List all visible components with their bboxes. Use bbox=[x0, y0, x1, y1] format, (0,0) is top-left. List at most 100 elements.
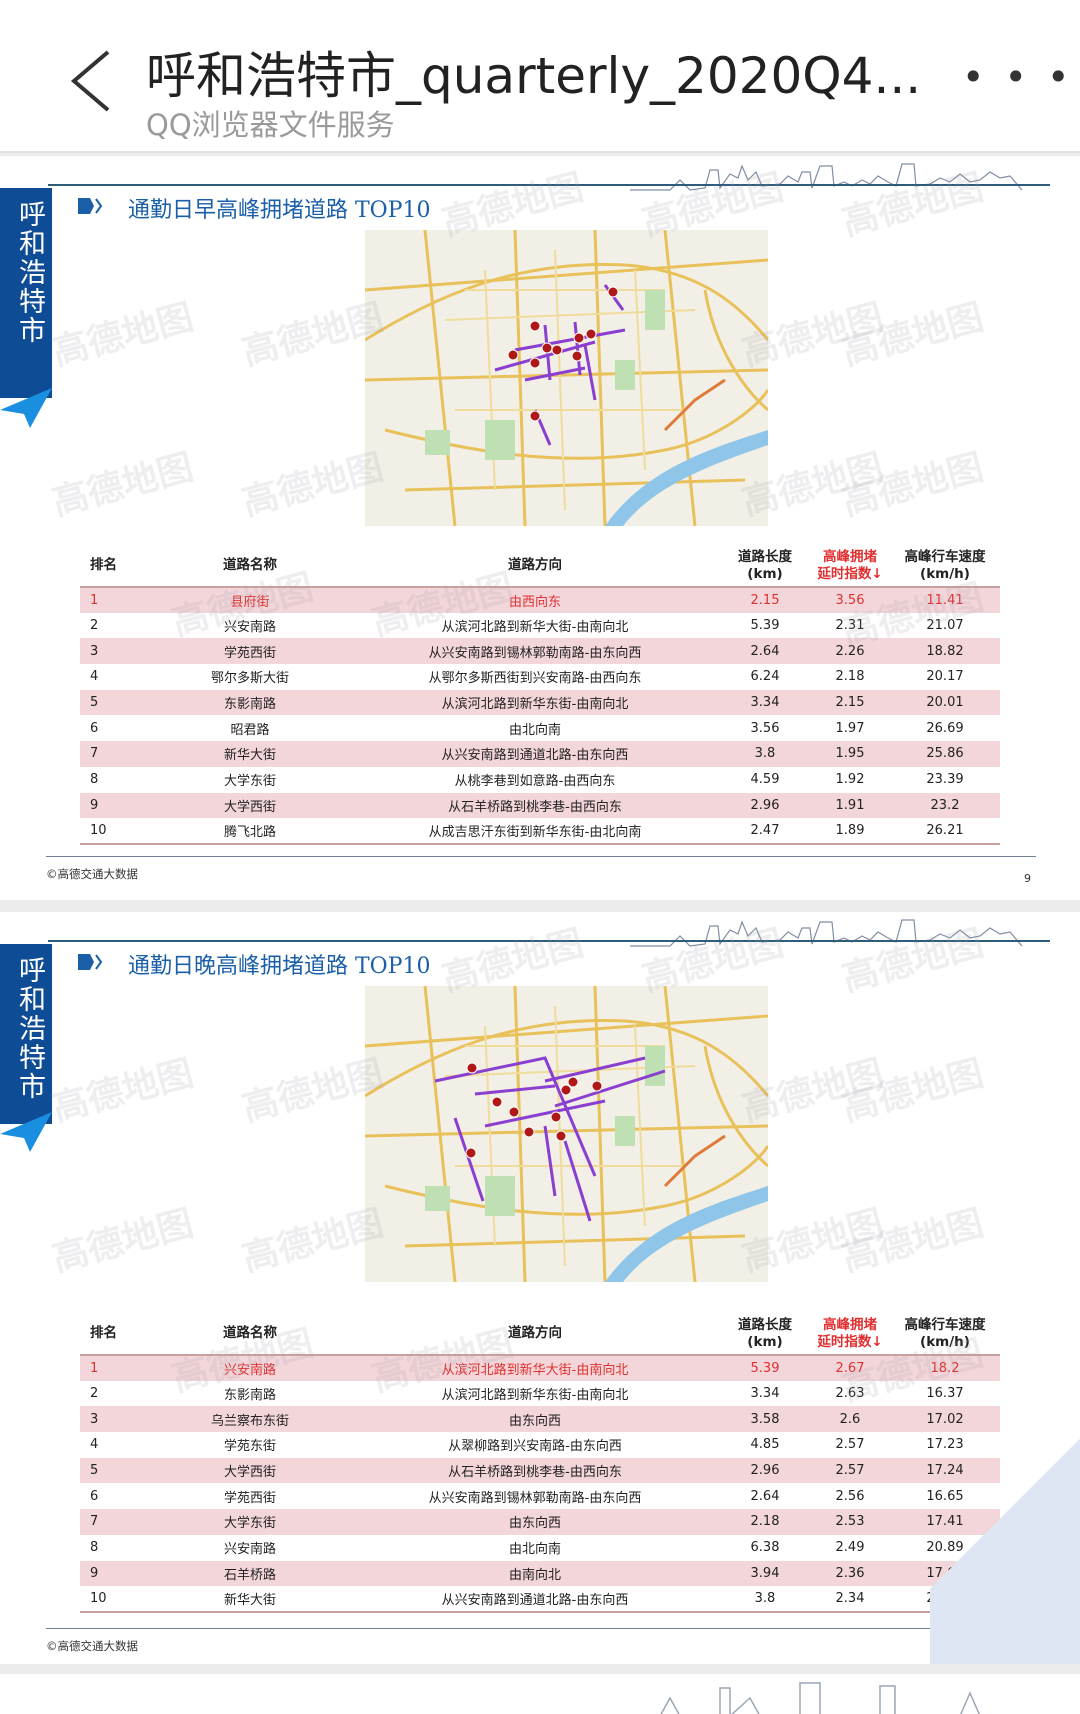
road-name-cell: 新华大街 bbox=[150, 741, 350, 767]
road-name-cell: 东影南路 bbox=[150, 689, 350, 716]
speed-cell: 26.21 bbox=[890, 818, 1000, 845]
column-header: 高峰拥堵 延时指数↓ bbox=[810, 545, 890, 588]
direction-cell: 从鄂尔多斯西街到兴安南路-由西向东 bbox=[428, 671, 642, 687]
congestion-map[interactable] bbox=[364, 985, 770, 1283]
road-name-cell: 学苑东街 bbox=[223, 1439, 276, 1455]
congested-route bbox=[514, 328, 626, 352]
corner-decoration bbox=[930, 1364, 1080, 1664]
speed-cell: 21.07 bbox=[926, 618, 964, 634]
map-highway bbox=[663, 1134, 726, 1188]
skyline-decoration bbox=[630, 919, 1023, 947]
page-number: 9 bbox=[1024, 872, 1031, 885]
congested-route bbox=[603, 284, 625, 311]
length-cell: 2.18 bbox=[720, 1509, 810, 1535]
city-label: 呼和浩特市 bbox=[14, 956, 45, 1101]
copyright-text: ©高德交通大数据 bbox=[46, 867, 138, 881]
map-road bbox=[364, 1014, 769, 1048]
rank-cell: 1 bbox=[80, 587, 150, 613]
direction-cell: 从兴安南路到锡林郭勒南路-由东向西 bbox=[428, 1490, 642, 1506]
length-cell: 3.34 bbox=[750, 1386, 780, 1402]
map-park bbox=[485, 1176, 515, 1216]
slide-page-9: 呼和浩特市 通勤日早高峰拥堵道路 TOP10 排名 道路名称 道路方向 道路长度 (k… bbox=[0, 156, 1080, 900]
column-header: 高峰行车速度 (km/h) bbox=[890, 1313, 1000, 1356]
map-road bbox=[593, 229, 607, 527]
column-header: 道路名称 bbox=[150, 545, 350, 588]
delay-index-cell: 1.92 bbox=[835, 772, 865, 788]
direction-cell: 从滨河北路到新华东街-由南向北 bbox=[350, 689, 720, 716]
watermark: 高德地图 bbox=[838, 1202, 988, 1280]
arrow-bullet-icon bbox=[78, 954, 103, 970]
delay-index-cell: 1.89 bbox=[810, 818, 890, 845]
direction-cell: 由北向南 bbox=[508, 722, 561, 738]
road-name-cell: 鄂尔多斯大街 bbox=[210, 671, 289, 687]
road-name-cell: 学苑西街 bbox=[223, 1490, 276, 1506]
map-street bbox=[634, 1025, 646, 1227]
rank-cell: 8 bbox=[90, 772, 99, 788]
congestion-map[interactable] bbox=[364, 229, 770, 527]
delay-index-cell: 2.53 bbox=[810, 1509, 890, 1535]
city-sidebar-tab: 呼和浩特市 bbox=[0, 188, 52, 398]
rank-cell: 10 bbox=[80, 1586, 150, 1613]
rank-cell: 9 bbox=[80, 1560, 150, 1587]
rank-marker-4 bbox=[551, 344, 563, 356]
city-sidebar-tab: 呼和浩特市 bbox=[0, 944, 52, 1124]
rank-cell: 5 bbox=[80, 1457, 150, 1484]
column-header: 排名 bbox=[80, 545, 150, 588]
road-name-cell: 兴安南路 bbox=[150, 1355, 350, 1381]
table-row: 4 鄂尔多斯大街 从鄂尔多斯西街到兴安南路-由西向东 6.24 2.18 20.17 bbox=[80, 664, 1000, 690]
direction-cell: 由东向西 bbox=[350, 1509, 720, 1535]
rank-marker-7 bbox=[523, 1126, 535, 1138]
rank-marker-2 bbox=[529, 320, 541, 332]
rank-cell: 10 bbox=[80, 818, 150, 845]
footer-rule bbox=[46, 856, 1036, 857]
length-cell: 3.34 bbox=[720, 689, 810, 716]
rank-cell: 4 bbox=[90, 1437, 99, 1453]
rank-cell: 2 bbox=[90, 618, 99, 634]
header-rule bbox=[48, 184, 1050, 186]
length-cell: 4.85 bbox=[750, 1437, 780, 1453]
watermark: 高德地图 bbox=[48, 446, 198, 524]
direction-cell: 从滨河北路到新华大街-由南向北 bbox=[441, 620, 629, 636]
chevron-left-icon[interactable] bbox=[68, 48, 114, 114]
map-road bbox=[593, 985, 607, 1283]
delay-index-cell: 2.34 bbox=[810, 1586, 890, 1613]
rank-cell: 2 bbox=[90, 1386, 99, 1402]
map-park bbox=[645, 290, 665, 330]
delay-index-cell: 2.57 bbox=[835, 1437, 865, 1453]
road-name-cell: 东影南路 bbox=[223, 1388, 276, 1404]
slide-page-10: 呼和浩特市 通勤日晚高峰拥堵道路 TOP10 排名 道路名称 道路方向 道路长度 (k… bbox=[0, 912, 1080, 1664]
road-name-cell: 腾飞北路 bbox=[150, 818, 350, 845]
column-header: 排名 bbox=[80, 1313, 150, 1356]
app-header: 呼和浩特市_quarterly_2020Q4... QQ浏览器文件服务 • • … bbox=[0, 0, 1080, 153]
rank-cell: 5 bbox=[80, 689, 150, 716]
direction-cell: 从兴安南路到通道北路-由东向西 bbox=[350, 1586, 720, 1613]
map-road bbox=[364, 368, 769, 382]
rank-cell: 6 bbox=[90, 720, 99, 736]
direction-cell: 由西向东 bbox=[350, 587, 720, 613]
section-title: 通勤日晚高峰拥堵道路 TOP10 bbox=[128, 954, 431, 979]
map-road bbox=[404, 1234, 746, 1248]
delay-index-cell: 2.36 bbox=[810, 1560, 890, 1587]
skyline-decoration bbox=[630, 163, 1023, 191]
rank-marker-8 bbox=[585, 328, 597, 340]
header-rule bbox=[48, 940, 1050, 942]
congested-route bbox=[453, 1117, 485, 1202]
rank-cell: 3 bbox=[80, 638, 150, 665]
table-row: 3 学苑西街 从兴安南路到锡林郭勒南路-由东向西 2.64 2.26 18.82 bbox=[80, 638, 1000, 665]
more-dots-icon[interactable]: • • • bbox=[962, 55, 1074, 99]
delay-index-cell: 2.26 bbox=[810, 638, 890, 665]
congested-route bbox=[573, 321, 582, 376]
road-name-cell: 石羊桥路 bbox=[150, 1560, 350, 1587]
speed-cell: 18.82 bbox=[890, 638, 1000, 665]
length-cell: 2.64 bbox=[750, 1488, 780, 1504]
length-cell: 6.24 bbox=[750, 669, 780, 685]
rank-marker-5 bbox=[529, 357, 541, 369]
speed-cell: 20.17 bbox=[926, 669, 964, 685]
direction-cell: 由东向西 bbox=[350, 1406, 720, 1433]
delay-index-cell: 2.6 bbox=[810, 1406, 890, 1433]
rank-cell: 7 bbox=[80, 1509, 150, 1535]
congested-route bbox=[474, 1084, 556, 1096]
road-name-cell: 学苑西街 bbox=[150, 638, 350, 665]
